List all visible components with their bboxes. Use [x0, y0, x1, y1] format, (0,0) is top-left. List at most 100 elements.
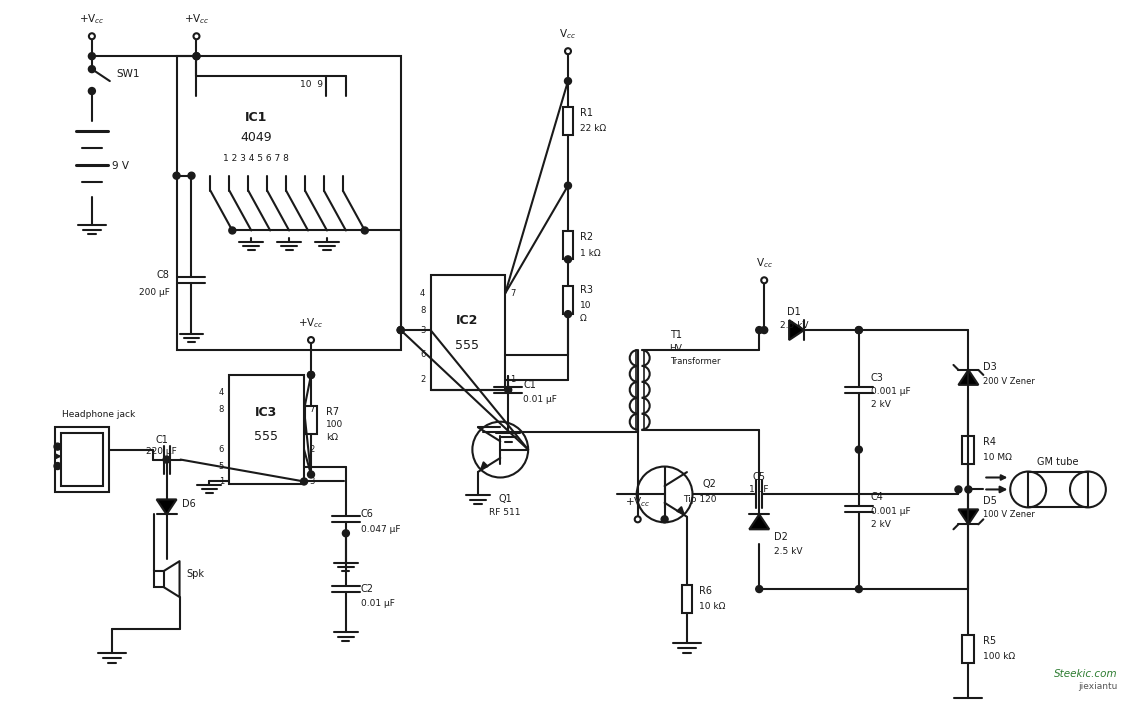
Text: V$_{cc}$: V$_{cc}$: [755, 256, 772, 270]
Text: 555: 555: [456, 338, 480, 352]
Circle shape: [565, 256, 572, 263]
Text: D2: D2: [775, 532, 788, 542]
Bar: [562, 232, 573, 259]
Text: IC2: IC2: [456, 314, 479, 326]
Text: 4: 4: [219, 388, 225, 397]
Circle shape: [855, 446, 862, 453]
Text: V$_{cc}$: V$_{cc}$: [559, 27, 576, 41]
Text: 100 V Zener: 100 V Zener: [983, 510, 1035, 519]
Text: D3: D3: [983, 362, 997, 372]
Circle shape: [661, 516, 668, 523]
Bar: [1029, 472, 1088, 508]
Text: 100 kΩ: 100 kΩ: [983, 652, 1015, 661]
Text: C8: C8: [156, 270, 170, 280]
Circle shape: [88, 88, 95, 95]
Text: 2.5 kV: 2.5 kV: [780, 321, 809, 330]
Circle shape: [88, 53, 95, 60]
Text: 1: 1: [510, 376, 516, 385]
Circle shape: [965, 486, 972, 493]
Bar: [682, 585, 692, 613]
Bar: [54, 428, 109, 492]
Bar: [305, 406, 318, 434]
Text: 0.001 μF: 0.001 μF: [871, 388, 911, 397]
Text: 555: 555: [254, 430, 278, 443]
Polygon shape: [958, 370, 979, 385]
Text: C1: C1: [523, 380, 536, 390]
Text: Q2: Q2: [702, 479, 717, 489]
Polygon shape: [750, 515, 769, 529]
Text: 10: 10: [579, 300, 592, 310]
Polygon shape: [958, 510, 979, 524]
Text: T1: T1: [669, 330, 682, 340]
Text: 1: 1: [219, 477, 225, 486]
Text: Headphone jack: Headphone jack: [62, 410, 135, 419]
Text: HV: HV: [669, 343, 683, 352]
Bar: [229, 375, 304, 484]
Text: 6: 6: [420, 350, 425, 359]
Text: D1: D1: [787, 307, 801, 317]
Text: 22 kΩ: 22 kΩ: [579, 124, 606, 133]
Text: 0.01 μF: 0.01 μF: [361, 600, 395, 609]
Text: 3: 3: [420, 326, 425, 335]
Text: IC1: IC1: [245, 112, 268, 124]
Text: 4049: 4049: [240, 131, 272, 145]
Text: D6: D6: [181, 499, 195, 510]
Circle shape: [565, 48, 572, 54]
Text: R3: R3: [579, 285, 593, 296]
Circle shape: [308, 337, 314, 343]
Text: 5: 5: [219, 462, 225, 471]
Circle shape: [565, 78, 572, 84]
Text: kΩ: kΩ: [325, 433, 338, 442]
Bar: [963, 436, 974, 463]
Circle shape: [88, 65, 95, 72]
Circle shape: [194, 33, 200, 39]
Text: 2 kV: 2 kV: [871, 519, 890, 529]
Text: 7: 7: [310, 405, 314, 414]
Text: R5: R5: [983, 636, 997, 646]
Text: 0.047 μF: 0.047 μF: [361, 525, 400, 534]
Text: 10 MΩ: 10 MΩ: [983, 453, 1013, 462]
Text: 10 kΩ: 10 kΩ: [699, 602, 726, 611]
Text: 8: 8: [420, 305, 425, 314]
Circle shape: [397, 326, 404, 333]
Circle shape: [301, 478, 307, 485]
Text: 4: 4: [420, 289, 425, 298]
Text: 200 V Zener: 200 V Zener: [983, 378, 1035, 386]
Text: 10  9: 10 9: [299, 79, 322, 88]
Bar: [562, 107, 573, 135]
Text: 2 kV: 2 kV: [871, 400, 890, 409]
Text: 200 μF: 200 μF: [138, 288, 170, 297]
Bar: [60, 433, 103, 486]
Circle shape: [307, 371, 314, 378]
Text: +V$_{cc}$: +V$_{cc}$: [298, 317, 324, 330]
Text: 0.001 μF: 0.001 μF: [871, 507, 911, 516]
Circle shape: [193, 53, 200, 60]
Circle shape: [565, 311, 572, 317]
Text: 1 kΩ: 1 kΩ: [579, 249, 601, 258]
Circle shape: [855, 326, 862, 333]
Text: Tip 120: Tip 120: [683, 495, 717, 504]
Circle shape: [163, 456, 170, 463]
Text: R4: R4: [983, 437, 997, 446]
Text: jiexiantu: jiexiantu: [1078, 682, 1118, 691]
Text: C4: C4: [871, 492, 883, 503]
Circle shape: [565, 183, 572, 189]
Polygon shape: [156, 499, 177, 515]
Text: Spk: Spk: [186, 569, 204, 579]
Circle shape: [307, 371, 314, 378]
Bar: [562, 286, 573, 314]
Text: R2: R2: [579, 232, 593, 242]
Text: 2: 2: [310, 445, 314, 454]
Text: 6: 6: [219, 445, 225, 454]
Circle shape: [955, 486, 962, 493]
Circle shape: [855, 326, 862, 333]
Text: C1: C1: [155, 435, 168, 444]
Circle shape: [635, 517, 641, 522]
Circle shape: [761, 277, 768, 284]
Text: SW1: SW1: [117, 69, 141, 79]
Text: 3: 3: [310, 477, 314, 486]
Text: Steekic.com: Steekic.com: [1055, 669, 1118, 679]
Circle shape: [362, 227, 369, 234]
Circle shape: [229, 227, 236, 234]
Circle shape: [54, 463, 61, 470]
